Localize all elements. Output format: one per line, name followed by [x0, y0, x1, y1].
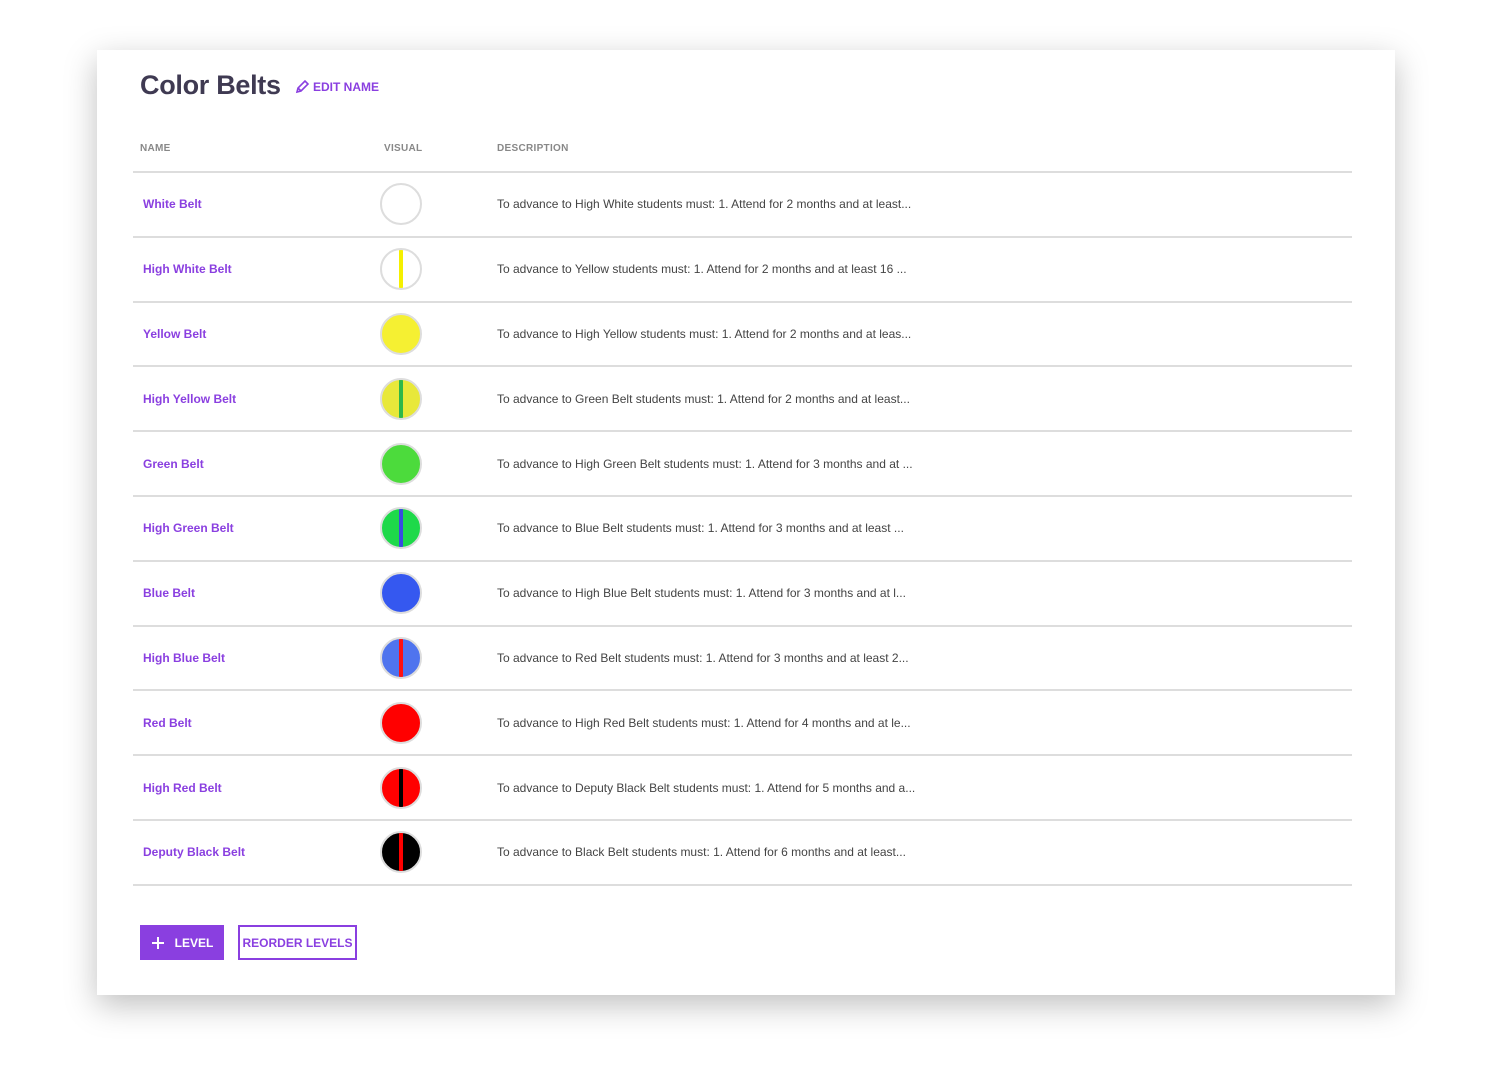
belt-description: To advance to High Yellow students must:… [497, 326, 912, 341]
belt-visual [380, 312, 422, 355]
belt-stripe [399, 509, 403, 548]
belt-description: To advance to Green Belt students must: … [497, 391, 910, 406]
belt-name-link[interactable]: High Red Belt [143, 780, 222, 795]
header-description: DESCRIPTION [497, 143, 569, 154]
table-row[interactable]: Green Belt To advance to High Green Belt… [133, 432, 1352, 497]
edit-name-button[interactable]: EDIT NAME [294, 79, 379, 95]
table-row[interactable]: High Green Belt To advance to Blue Belt … [133, 497, 1352, 562]
page-title: Color Belts [140, 70, 281, 100]
table-row[interactable]: High Red Belt To advance to Deputy Black… [133, 756, 1352, 821]
plus-icon [151, 936, 164, 949]
table-row[interactable]: Red Belt To advance to High Red Belt stu… [133, 691, 1352, 757]
belt-name-link[interactable]: High Yellow Belt [143, 391, 237, 406]
belt-name-link[interactable]: High Blue Belt [143, 650, 226, 665]
belt-name-link[interactable]: Red Belt [143, 715, 192, 730]
belt-visual [380, 831, 422, 874]
belt-visual [380, 248, 422, 291]
reorder-levels-button[interactable]: REORDER LEVELS [238, 925, 357, 960]
belt-name-link[interactable]: Deputy Black Belt [143, 845, 246, 860]
belt-name-link[interactable]: High Green Belt [143, 521, 234, 536]
belt-name-link[interactable]: White Belt [143, 197, 202, 212]
belt-stripe [399, 833, 403, 872]
belt-stripe [399, 638, 403, 677]
belt-description: To advance to Black Belt students must: … [497, 845, 906, 860]
belt-description: To advance to Blue Belt students must: 1… [497, 521, 904, 536]
table-row[interactable]: Yellow Belt To advance to High Yellow st… [133, 303, 1352, 368]
belt-visual [380, 377, 422, 420]
pencil-icon [295, 79, 310, 94]
belt-visual [380, 766, 422, 809]
belt-ranks-card: Color Belts EDIT NAME NAME VISUAL DESCRI… [97, 50, 1395, 995]
add-level-button[interactable]: LEVEL [140, 925, 224, 960]
belt-visual [380, 507, 422, 550]
belt-name-link[interactable]: Green Belt [143, 456, 204, 471]
add-level-label: LEVEL [174, 935, 214, 950]
header-name: NAME [140, 143, 171, 154]
belt-visual [380, 636, 422, 679]
belt-stripe [399, 768, 403, 807]
belt-description: To advance to High White students must: … [497, 197, 912, 212]
belt-description: To advance to High Blue Belt students mu… [497, 586, 906, 601]
belt-description: To advance to Yellow students must: 1. A… [497, 262, 907, 277]
belt-name-link[interactable]: Yellow Belt [143, 326, 207, 341]
table-row[interactable]: Deputy Black Belt To advance to Black Be… [133, 821, 1352, 886]
belt-table: White Belt To advance to High White stud… [133, 171, 1352, 886]
belt-name-link[interactable]: High White Belt [143, 262, 232, 277]
belt-description: To advance to Deputy Black Belt students… [497, 780, 916, 795]
belt-visual [380, 442, 422, 485]
belt-stripe [399, 250, 403, 289]
belt-visual [380, 183, 422, 226]
header-visual: VISUAL [384, 143, 423, 154]
belt-description: To advance to Red Belt students must: 1.… [497, 650, 909, 665]
belt-visual [380, 572, 422, 615]
table-row[interactable]: White Belt To advance to High White stud… [133, 173, 1352, 238]
belt-description: To advance to High Red Belt students mus… [497, 715, 911, 730]
table-row[interactable]: High White Belt To advance to Yellow stu… [133, 238, 1352, 303]
belt-name-link[interactable]: Blue Belt [143, 586, 196, 601]
belt-visual [380, 701, 422, 744]
belt-stripe [399, 379, 403, 418]
table-row[interactable]: Blue Belt To advance to High Blue Belt s… [133, 562, 1352, 627]
table-row[interactable]: High Blue Belt To advance to Red Belt st… [133, 627, 1352, 692]
edit-name-label: EDIT NAME [313, 80, 379, 94]
belt-description: To advance to High Green Belt students m… [497, 456, 913, 471]
table-row[interactable]: High Yellow Belt To advance to Green Bel… [133, 367, 1352, 433]
